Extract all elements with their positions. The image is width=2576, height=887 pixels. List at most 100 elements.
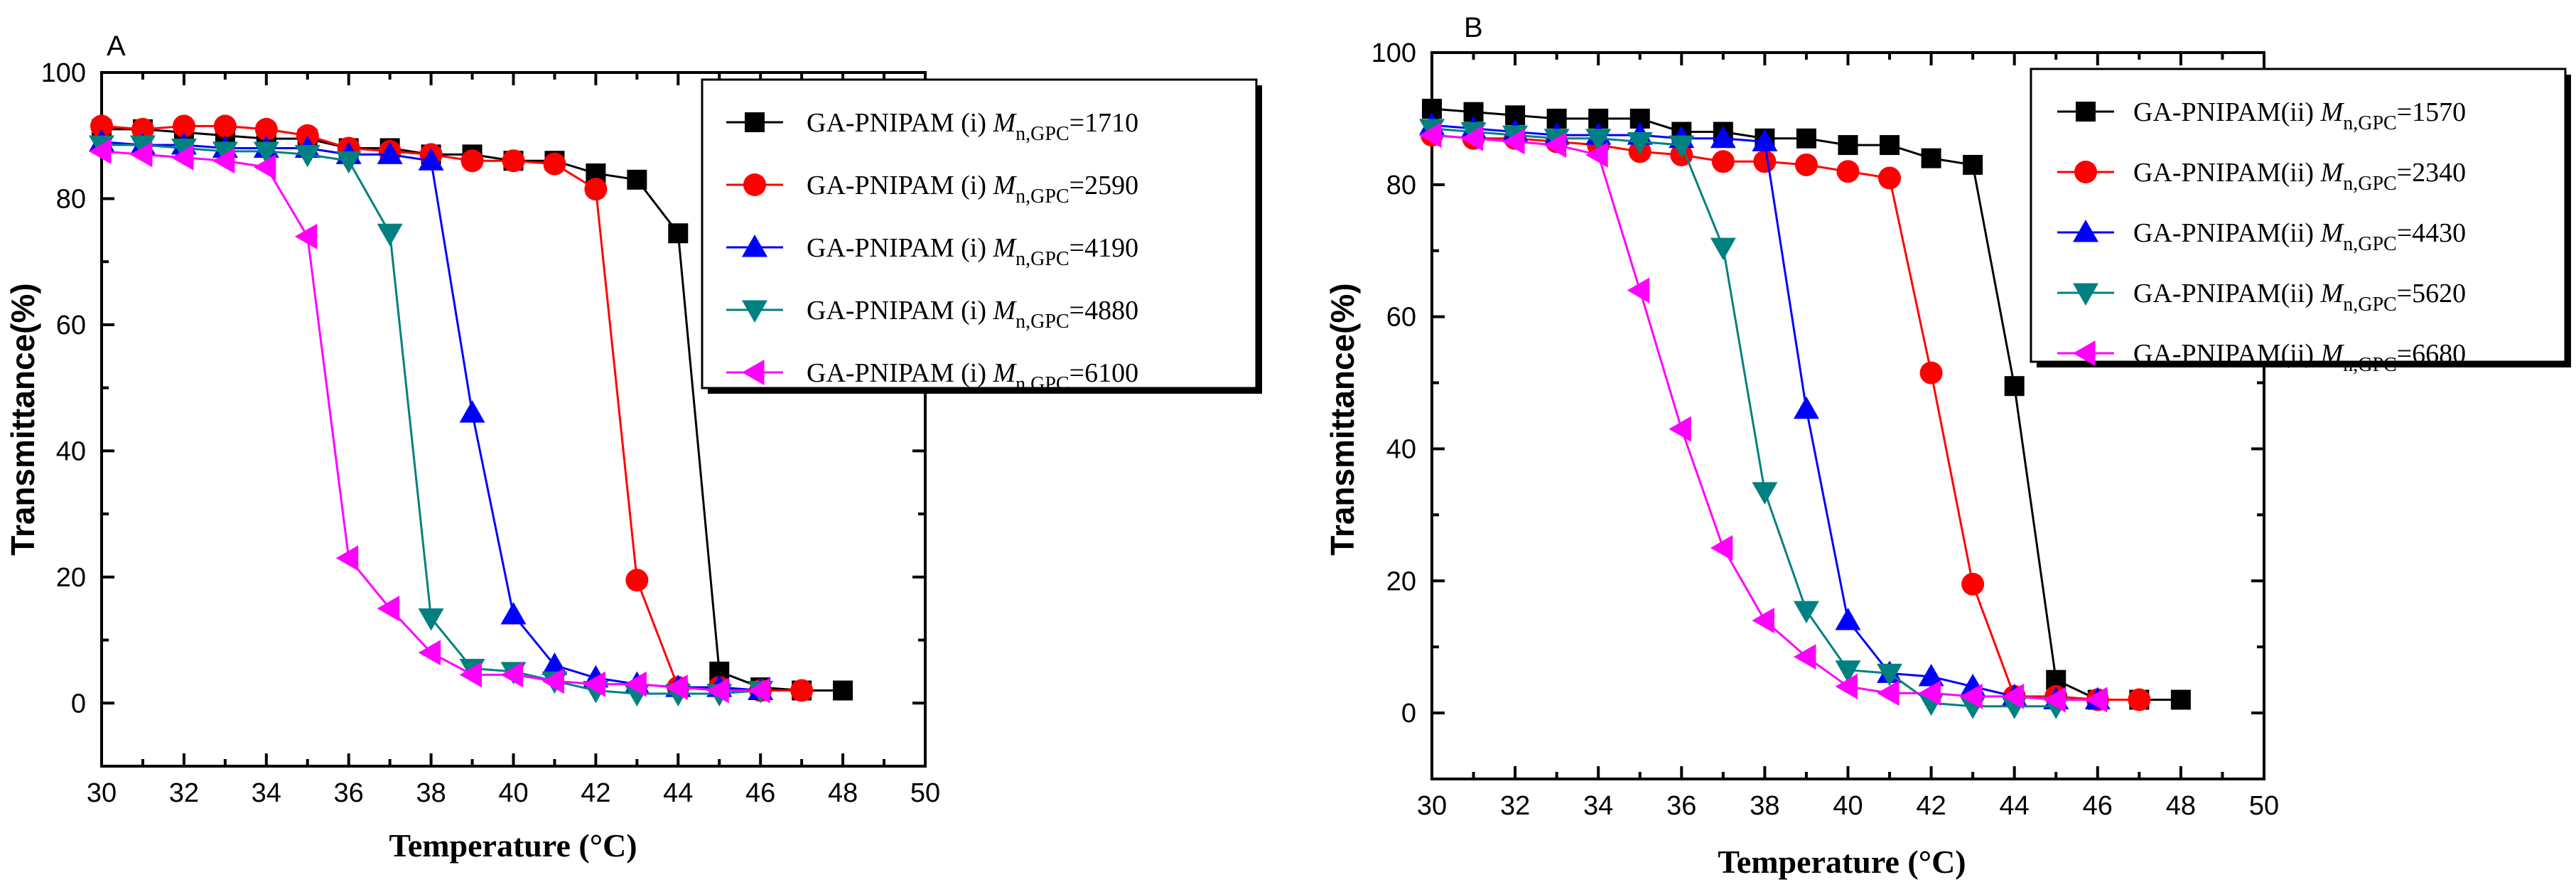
legend-marker	[742, 235, 767, 257]
y-tick-label: 100	[41, 58, 86, 88]
data-point	[706, 677, 729, 704]
data-point	[212, 141, 238, 164]
data-point	[1752, 482, 1778, 505]
x-tick-label: 38	[1750, 791, 1779, 821]
data-point	[335, 151, 362, 174]
data-point	[1919, 361, 1943, 385]
legend-label: GA-PNIPAM(ii) Mn,GPC=4430	[2133, 218, 2466, 255]
y-axis-title: Transmittance(%)	[4, 283, 41, 555]
x-axis-title: Temperature (°C)	[389, 827, 637, 864]
data-point	[2128, 688, 2151, 711]
chart-panel-a: 30 32 34 36 38 40 42 44 46 48 50 0 20 40 60 80 100 Temper…	[4, 31, 1262, 864]
data-point	[1752, 608, 1774, 634]
legend-entry: GA-PNIPAM(ii) Mn,GPC=6680	[2057, 339, 2466, 376]
x-tick-label: 42	[581, 778, 610, 808]
x-tick-label: 50	[2249, 791, 2279, 821]
data-point	[583, 671, 605, 697]
data-point	[1460, 125, 1484, 151]
data-point	[418, 608, 444, 631]
data-point	[253, 141, 279, 164]
data-point	[502, 149, 525, 173]
legend-marker	[742, 360, 765, 385]
data-point	[1921, 148, 1941, 168]
legend-marker	[2074, 161, 2097, 183]
data-point	[171, 138, 197, 161]
data-point	[212, 148, 235, 174]
series-4880	[89, 135, 774, 706]
x-tick-label: 36	[334, 778, 364, 808]
series-line	[101, 124, 802, 692]
data-point	[1963, 154, 1983, 175]
x-tick-label: 38	[416, 778, 446, 808]
data-point	[1710, 125, 1736, 149]
y-axis-title: Transmittance(%)	[1324, 283, 1361, 555]
data-point	[335, 545, 359, 571]
data-point	[1585, 129, 1612, 151]
legend-entry: GA-PNIPAM (i) Mn,GPC=6100	[726, 358, 1138, 395]
legend-label: GA-PNIPAM(ii) Mn,GPC=2340	[2133, 158, 2466, 195]
legend-entry: GA-PNIPAM (i) Mn,GPC=4190	[726, 233, 1138, 270]
data-point	[213, 114, 237, 138]
data-point	[748, 677, 770, 704]
data-point	[1543, 132, 1567, 158]
legend-marker	[745, 112, 765, 132]
data-point	[2004, 376, 2025, 397]
data-point	[172, 114, 195, 138]
data-point	[131, 117, 154, 141]
data-point	[624, 671, 647, 697]
legend: GA-PNIPAM(ii) Mn,GPC=1570 GA-PNIPAM(ii) M…	[2030, 68, 2571, 376]
data-point	[665, 674, 688, 701]
panel-label: A	[107, 31, 126, 62]
data-point	[543, 152, 566, 176]
data-point	[1669, 135, 1695, 158]
data-point	[1710, 534, 1733, 561]
data-point	[460, 149, 484, 173]
data-point	[541, 668, 564, 694]
y-tick-label: 80	[56, 184, 86, 214]
legend-marker	[2076, 102, 2096, 122]
y-tick-label: 20	[1386, 566, 1416, 596]
data-point	[1918, 680, 1941, 706]
data-point	[1794, 153, 1818, 176]
x-tick-label: 42	[1916, 791, 1946, 821]
data-point	[1502, 129, 1525, 155]
series-6680	[1419, 122, 2108, 713]
data-point	[541, 652, 568, 675]
data-point	[584, 178, 608, 201]
legend-label: GA-PNIPAM (i) Mn,GPC=6100	[807, 358, 1138, 395]
data-point	[1880, 135, 1900, 156]
data-point	[1752, 129, 1778, 151]
x-tick-label: 40	[498, 778, 528, 808]
legend-label: GA-PNIPAM(ii) Mn,GPC=1570	[2133, 97, 2466, 134]
y-tick-label: 60	[1386, 303, 1416, 333]
legend-label: GA-PNIPAM (i) Mn,GPC=2590	[807, 171, 1138, 208]
data-point	[1796, 128, 1816, 149]
data-point	[129, 135, 156, 158]
legend-label: GA-PNIPAM (i) Mn,GPC=4190	[807, 233, 1138, 270]
legend-entry: GA-PNIPAM(ii) Mn,GPC=2340	[2057, 158, 2466, 195]
y-tick-label: 80	[1386, 171, 1416, 200]
y-tick-label: 40	[1386, 434, 1416, 464]
data-point	[459, 400, 485, 423]
x-tick-label: 44	[2000, 791, 2030, 821]
x-tick-label: 30	[1417, 791, 1447, 821]
legend-entry: GA-PNIPAM (i) Mn,GPC=1710	[726, 108, 1138, 145]
legend-marker	[2073, 340, 2096, 366]
data-point	[2084, 687, 2108, 713]
legend-marker	[743, 173, 766, 196]
data-point	[418, 148, 444, 171]
data-point	[1877, 663, 1903, 687]
data-point	[1585, 142, 1608, 168]
x-tick-label: 34	[1583, 791, 1613, 821]
data-point	[254, 117, 278, 141]
data-point	[1836, 160, 1860, 183]
y-tick-label: 40	[56, 436, 86, 466]
y-tick-label: 0	[71, 689, 86, 719]
legend-entry: GA-PNIPAM(ii) Mn,GPC=4430	[2057, 218, 2466, 255]
data-point	[1960, 683, 1983, 709]
series-6100	[89, 138, 770, 704]
legend-entry: GA-PNIPAM(ii) Mn,GPC=1570	[2057, 97, 2466, 134]
legend-marker	[2073, 220, 2098, 242]
data-point	[129, 141, 153, 168]
